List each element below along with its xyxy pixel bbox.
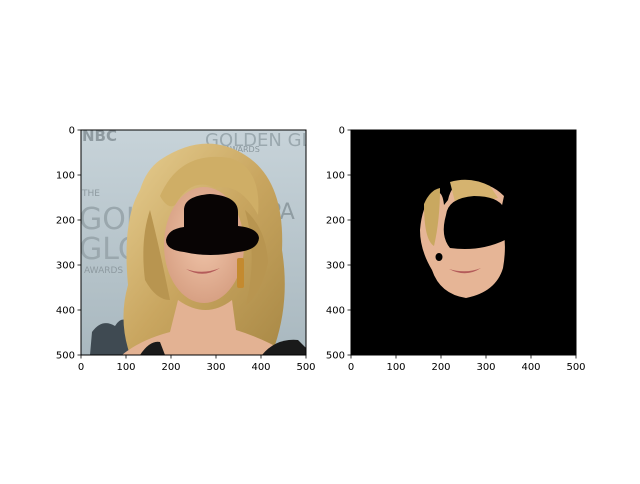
bangs (160, 156, 259, 215)
x-tick-label: 100 (386, 362, 405, 373)
x-tick-label: 300 (206, 362, 225, 373)
x-tick-label: 400 (251, 362, 270, 373)
backdrop-text-awards-top: AWARDS (225, 145, 260, 154)
backdrop-text-the: THE (81, 189, 100, 199)
hole (435, 253, 443, 261)
y-tick-label: 400 (326, 306, 345, 317)
left-photo: NBC GOLDEN GLOBE AWARDS THE GOLD GLOB AW… (81, 127, 349, 355)
backdrop-text-awards: AWARDS (84, 266, 123, 276)
x-tick-label: 500 (566, 362, 585, 373)
mouth (186, 268, 220, 274)
backdrop-text-nbc: NBC (82, 127, 117, 145)
dress-right (262, 339, 306, 355)
y-tick-label: 500 (326, 351, 345, 362)
x-tick-label: 300 (476, 362, 495, 373)
y-tick-label: 500 (56, 351, 75, 362)
y-tick-label: 200 (56, 216, 75, 227)
x-tick-label: 200 (161, 362, 180, 373)
x-tick-label: 500 (296, 362, 315, 373)
x-tick-label: 0 (348, 362, 354, 373)
dress-left (140, 341, 165, 355)
x-tick-label: 100 (116, 362, 135, 373)
x-tick-label: 0 (78, 362, 84, 373)
x-tick-label: 200 (431, 362, 450, 373)
x-tick-label: 400 (521, 362, 540, 373)
eye-cutout (443, 196, 505, 249)
backdrop-text-golden-globe: GOLDEN GLOBE (205, 130, 349, 151)
y-tick-label: 300 (326, 261, 345, 272)
y-tick-label: 100 (56, 171, 75, 182)
y-tick-label: 0 (339, 126, 345, 137)
y-tick-label: 0 (69, 126, 75, 137)
right-photo (351, 130, 576, 355)
y-tick-label: 100 (326, 171, 345, 182)
left-axes-frame (80, 129, 307, 356)
hair-strand-left (143, 210, 170, 300)
hair-segment-left (424, 188, 440, 246)
y-tick-label: 200 (326, 216, 345, 227)
hat-mask (166, 194, 259, 255)
mouth-segment (449, 268, 481, 274)
neck-shoulders (122, 300, 290, 355)
y-tick-label: 400 (56, 306, 75, 317)
earring (237, 258, 244, 288)
left-image-panel: NBC GOLDEN GLOBE AWARDS THE GOLD GLOB AW… (56, 126, 349, 374)
y-tick-label: 300 (56, 261, 75, 272)
right-axes-frame (350, 129, 577, 356)
